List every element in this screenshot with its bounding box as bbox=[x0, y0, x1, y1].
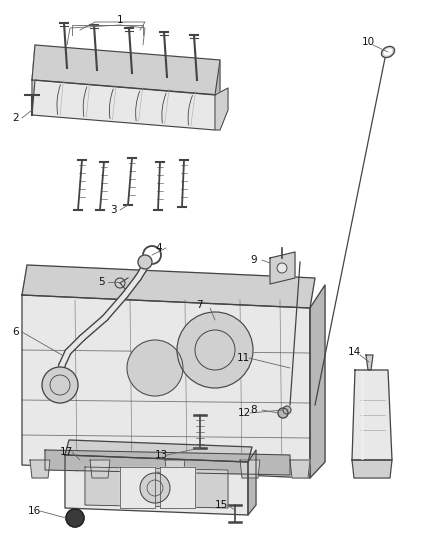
Text: 5: 5 bbox=[98, 277, 105, 287]
Text: 14: 14 bbox=[348, 347, 361, 357]
Polygon shape bbox=[32, 45, 220, 95]
Polygon shape bbox=[310, 285, 325, 478]
Text: 15: 15 bbox=[215, 500, 228, 510]
Circle shape bbox=[278, 408, 288, 418]
Circle shape bbox=[283, 406, 291, 414]
Polygon shape bbox=[160, 467, 195, 508]
Text: 12: 12 bbox=[238, 408, 251, 418]
Polygon shape bbox=[240, 460, 260, 478]
Text: 4: 4 bbox=[155, 243, 162, 253]
Circle shape bbox=[138, 255, 152, 269]
Text: 13: 13 bbox=[155, 450, 168, 460]
Text: 11: 11 bbox=[237, 353, 250, 363]
Polygon shape bbox=[65, 440, 252, 462]
Circle shape bbox=[277, 263, 287, 273]
Text: 10: 10 bbox=[362, 37, 375, 47]
Circle shape bbox=[127, 340, 183, 396]
Polygon shape bbox=[165, 460, 185, 478]
Polygon shape bbox=[352, 460, 392, 478]
Polygon shape bbox=[90, 460, 110, 478]
Polygon shape bbox=[32, 45, 35, 115]
Text: 7: 7 bbox=[196, 300, 203, 310]
Polygon shape bbox=[248, 450, 256, 515]
Polygon shape bbox=[30, 460, 50, 478]
Text: 3: 3 bbox=[110, 205, 117, 215]
Polygon shape bbox=[290, 460, 310, 478]
Ellipse shape bbox=[381, 46, 395, 58]
Text: 8: 8 bbox=[250, 405, 257, 415]
Polygon shape bbox=[215, 88, 228, 130]
Text: 17: 17 bbox=[60, 447, 73, 457]
Text: 2: 2 bbox=[12, 113, 19, 123]
Circle shape bbox=[177, 312, 253, 388]
Polygon shape bbox=[32, 80, 220, 130]
Polygon shape bbox=[366, 355, 373, 370]
Text: 6: 6 bbox=[12, 327, 19, 337]
Circle shape bbox=[140, 473, 170, 503]
Ellipse shape bbox=[384, 49, 392, 55]
Text: 16: 16 bbox=[28, 506, 41, 516]
Polygon shape bbox=[45, 450, 290, 475]
Polygon shape bbox=[270, 252, 295, 284]
Polygon shape bbox=[65, 455, 248, 515]
Circle shape bbox=[42, 367, 78, 403]
Text: 9: 9 bbox=[250, 255, 257, 265]
Polygon shape bbox=[22, 265, 315, 308]
Polygon shape bbox=[120, 467, 155, 508]
Polygon shape bbox=[352, 370, 392, 460]
Polygon shape bbox=[22, 295, 310, 478]
Polygon shape bbox=[215, 60, 220, 130]
Circle shape bbox=[66, 509, 84, 527]
Polygon shape bbox=[85, 467, 228, 508]
Text: 1: 1 bbox=[117, 15, 124, 25]
